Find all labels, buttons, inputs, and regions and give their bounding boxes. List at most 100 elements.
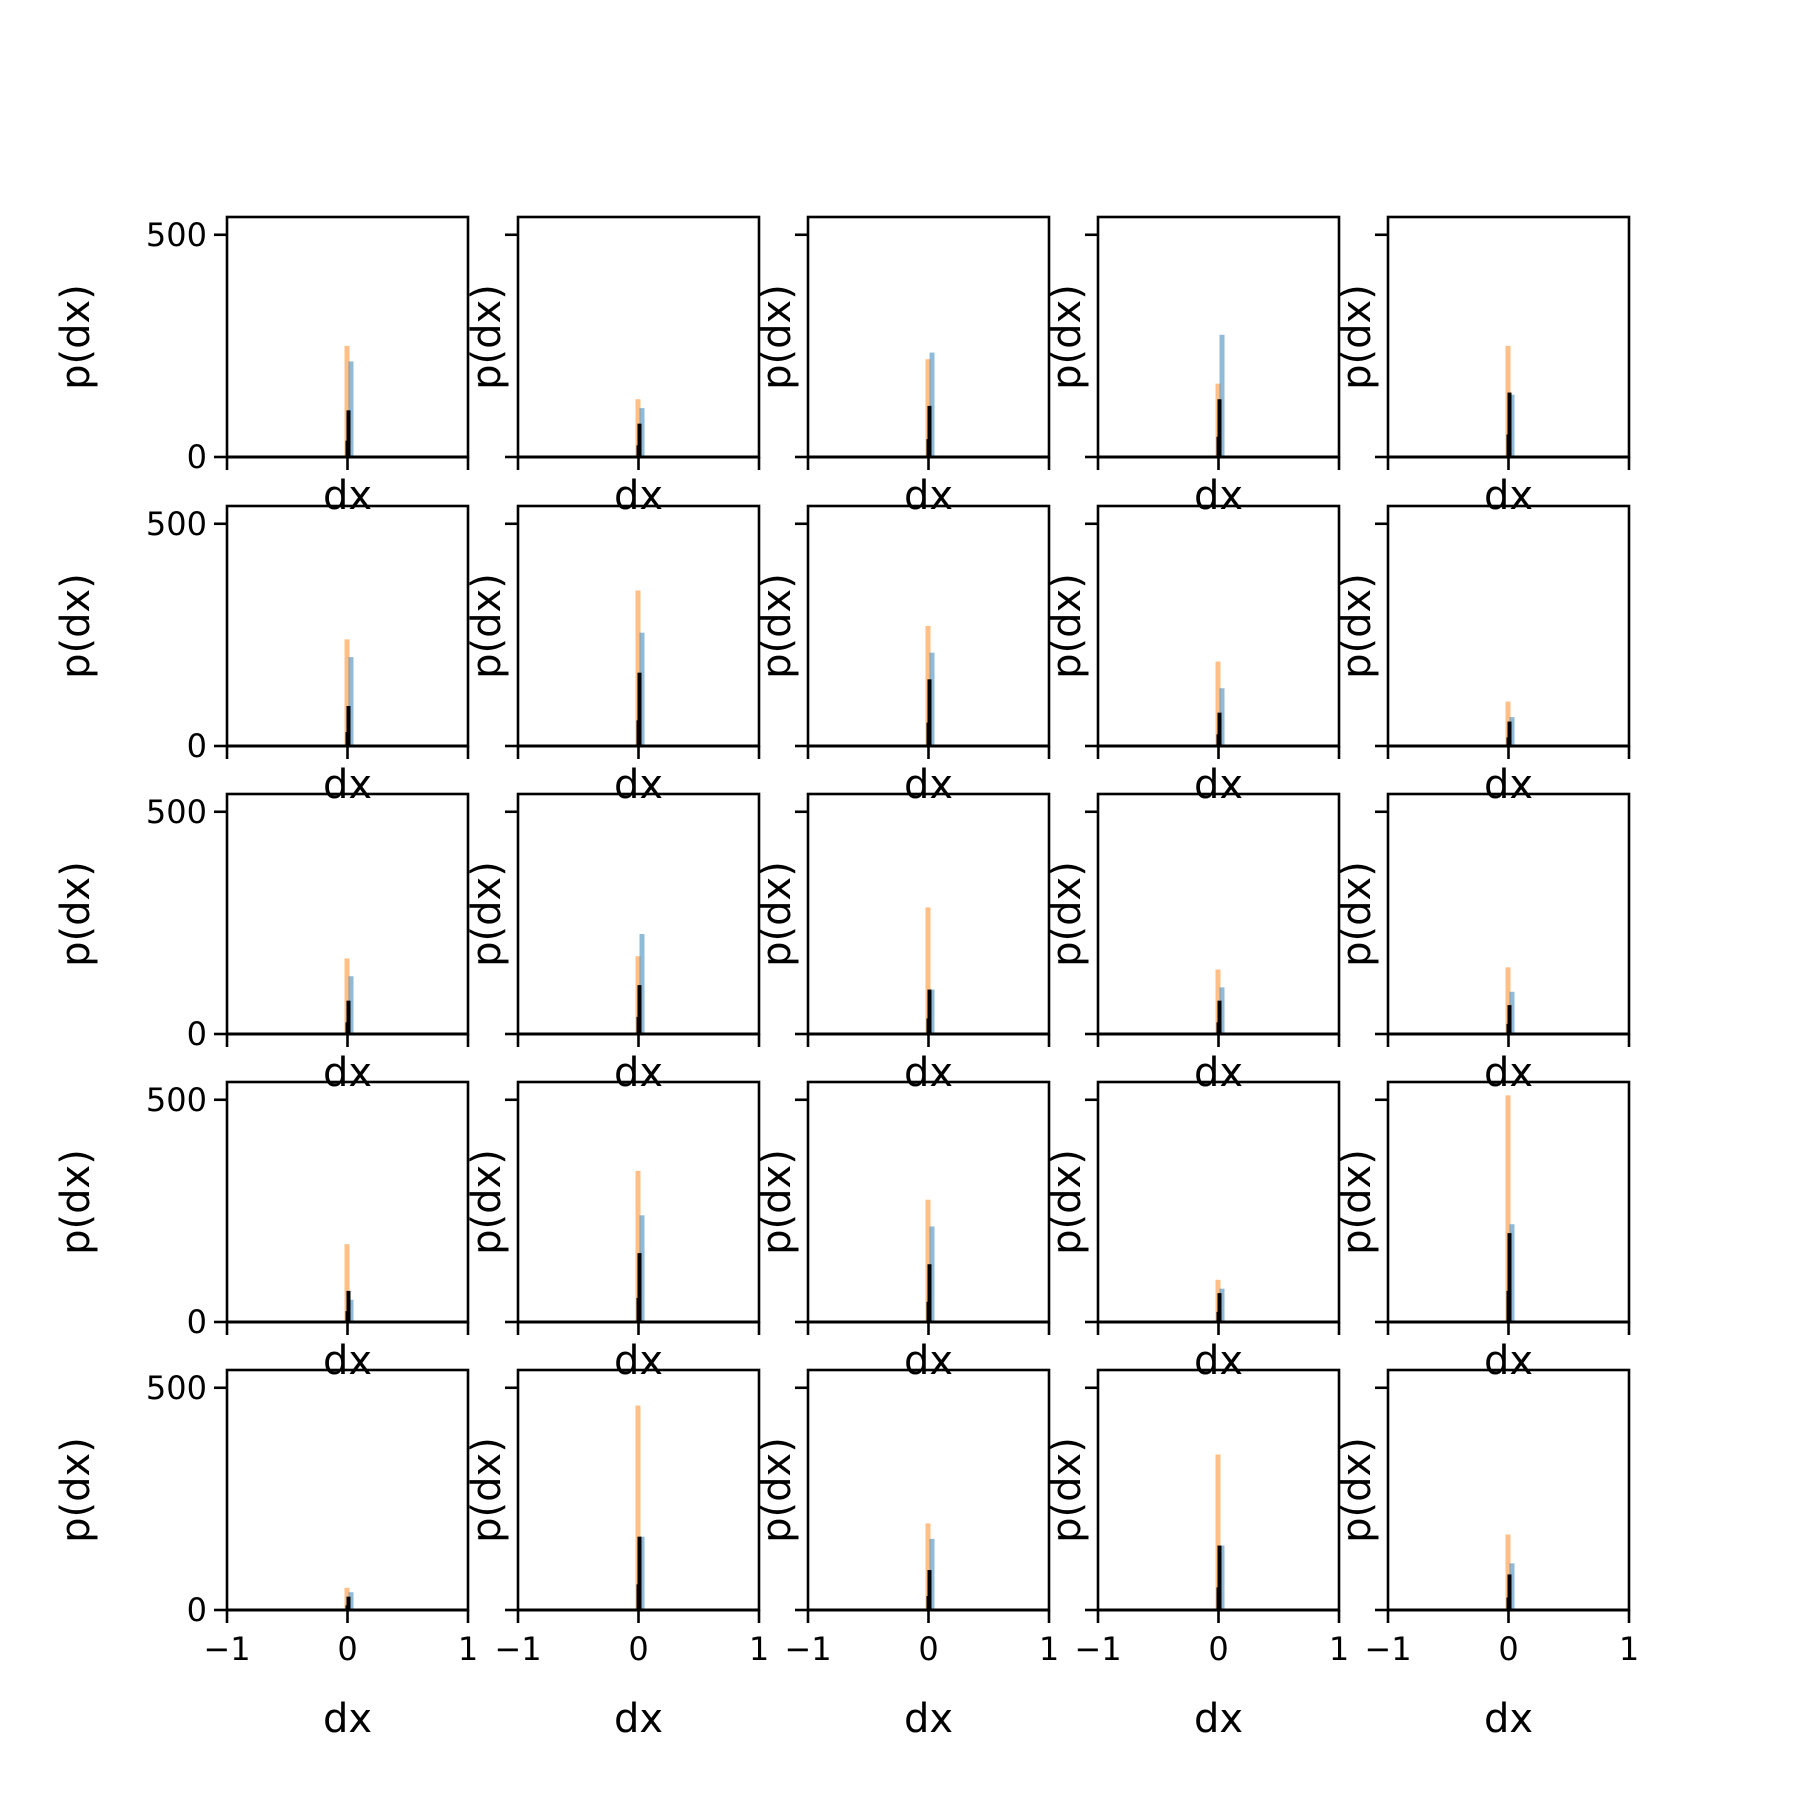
y-axis-label: p(dx) [464,861,510,967]
y-axis-label: p(dx) [1334,284,1380,390]
bar-black-inner [1216,1022,1219,1034]
x-axis-label: dx [323,1050,372,1096]
bar-black [927,989,932,1034]
bar-black-inner [926,1596,929,1610]
y-axis-label: p(dx) [1044,1149,1090,1255]
panel-r5-c5: −1 0 1 dx p(dx) [1334,1368,1639,1742]
panel-r2-c1: 0 500 dx p(dx) [53,504,470,808]
x-axis-label: dx [904,1338,953,1384]
x-tick-label: 1 [749,1630,769,1668]
bar-blue [1219,1545,1225,1610]
bar-black-inner [636,445,639,457]
bar-black-inner [636,720,639,746]
bar-orange [635,1170,641,1322]
bar-black [637,672,642,746]
bar-black-inner [1216,1311,1219,1322]
bar-black-inner [1216,734,1219,746]
bar-orange [635,1405,641,1610]
y-axis-label: p(dx) [1334,1437,1380,1543]
y-tick-label: 0 [187,1015,207,1053]
y-axis-label: p(dx) [754,1149,800,1255]
y-axis-label: p(dx) [53,1437,99,1543]
bar-orange [344,958,350,1034]
bar-black [637,1536,642,1610]
panel-r1-c2: dx p(dx) [464,215,761,519]
bar-blue [348,1592,354,1610]
bar-black-inner [926,1018,929,1034]
panel-r3-c1: 0 500 dx p(dx) [53,792,470,1096]
bar-blue [639,934,645,1034]
x-axis-label: dx [323,762,372,808]
x-tick-label: 0 [337,1630,357,1668]
bar-black-inner [926,1301,929,1322]
bar-black-inner [345,1022,348,1034]
y-tick-label: 500 [146,216,207,254]
x-axis-label: dx [614,1696,663,1742]
x-axis-label: dx [1194,1050,1243,1096]
x-tick-label: 0 [1208,1630,1228,1668]
panel-r1-c3: dx p(dx) [754,215,1051,519]
y-axis-label: p(dx) [464,284,510,390]
bar-blue [929,1226,935,1322]
bar-blue [929,652,935,746]
y-tick-label: 0 [187,727,207,765]
y-tick-label: 500 [146,793,207,831]
y-tick-label: 0 [187,1591,207,1629]
panel-r1-c5: dx p(dx) [1334,215,1631,519]
panels: 0500dxp(dx)dxp(dx)dxp(dx)dxp(dx)dxp(dx)0… [53,215,1639,1742]
bar-black [1507,721,1512,746]
bar-black [346,706,351,746]
bar-orange [344,345,350,457]
bar-black-inner [1506,737,1509,746]
bar-black [1217,1545,1222,1610]
bar-black [346,1000,351,1034]
x-axis-label: dx [904,762,953,808]
x-axis-label: dx [904,1050,953,1096]
y-axis-label: p(dx) [754,1437,800,1543]
bar-blue [639,632,645,746]
x-axis-label: dx [323,1696,372,1742]
bar-blue [1509,1224,1515,1322]
x-axis-label: dx [1194,1338,1243,1384]
bar-blue [348,657,354,746]
bar-orange [1215,661,1221,746]
bar-blue [639,1215,645,1322]
x-axis-label: dx [323,473,372,519]
x-axis-label: dx [1484,1338,1533,1384]
x-tick-label: 1 [1619,1630,1639,1668]
y-tick-label: 500 [146,505,207,543]
bar-black-inner [1506,1023,1509,1034]
panel-r3-c2: dx p(dx) [464,792,761,1096]
x-axis-label: dx [904,1696,953,1742]
bar-blue [348,976,354,1034]
bar-black [637,423,642,457]
x-axis-label: dx [614,1338,663,1384]
bar-black [927,679,932,746]
bar-black [1217,712,1222,746]
bar-black-inner [926,439,929,457]
bar-black-inner [345,440,348,457]
x-tick-label: −1 [1074,1630,1121,1668]
x-axis-label: dx [614,1050,663,1096]
panel-r2-c4: dx p(dx) [1044,504,1341,808]
bar-blue [929,352,935,457]
bar-black-inner [345,1605,348,1610]
y-tick-label: 0 [187,1303,207,1341]
y-axis-label: p(dx) [464,1149,510,1255]
x-axis-label: dx [1194,473,1243,519]
y-axis-label: p(dx) [53,861,99,967]
bar-black [927,1570,932,1610]
bar-blue [1219,1288,1225,1322]
y-tick-label: 0 [187,438,207,476]
bar-black-inner [636,1584,639,1610]
bar-orange [925,907,931,1034]
panel-r1-c4: dx p(dx) [1044,215,1341,519]
bar-black-inner [1216,436,1219,457]
bar-blue [1219,334,1225,457]
bar-blue [1509,717,1515,746]
panel-r4-c3: dx p(dx) [754,1080,1051,1384]
panel-r5-c3: −1 0 1 dx p(dx) [754,1368,1059,1742]
